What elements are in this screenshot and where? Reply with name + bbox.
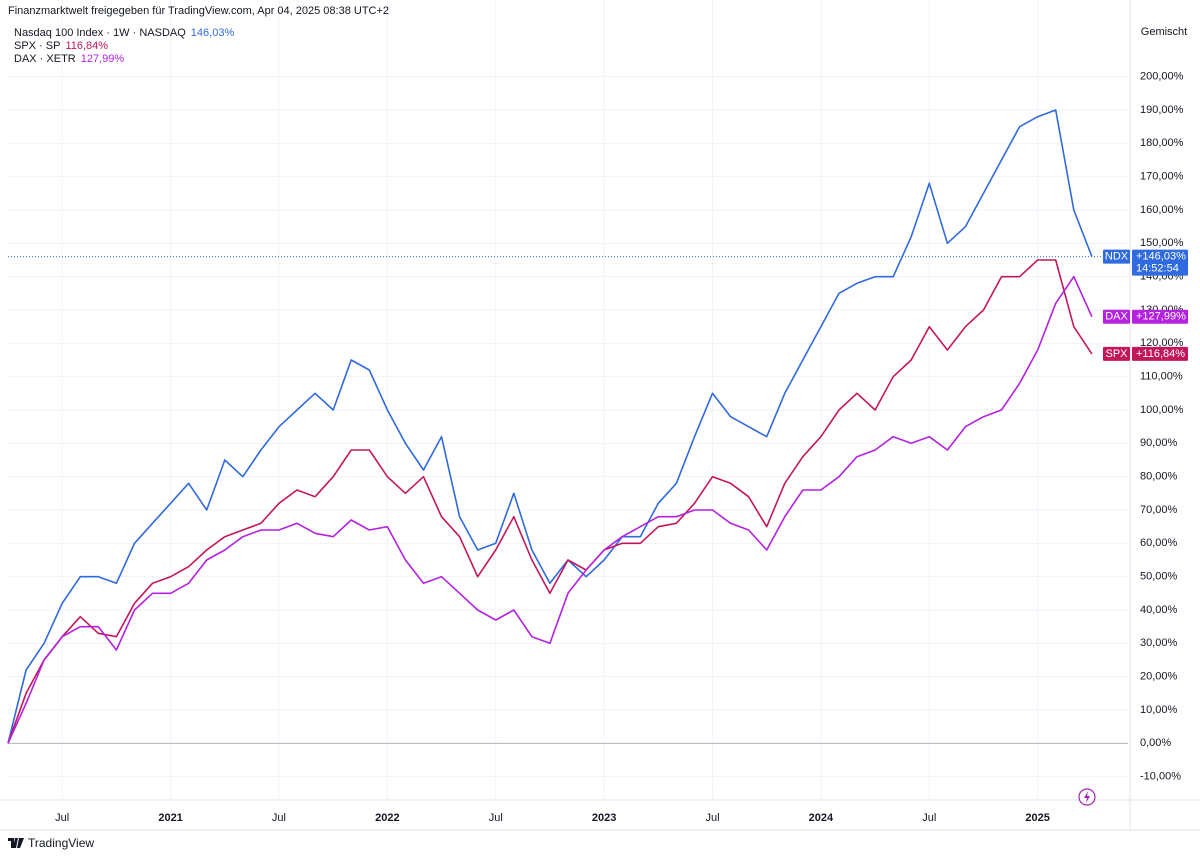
badge-name: DAX [1105,311,1128,323]
y-tick-label: 0,00% [1140,737,1171,749]
y-tick-label: 50,00% [1140,571,1178,583]
badge-name-bg [1103,249,1130,264]
y-tick-label: 160,00% [1140,204,1184,216]
price-badge: SPX +116,84% [1103,346,1188,361]
x-tick-label: 2025 [1025,812,1049,824]
x-tick-label: 2024 [809,812,834,824]
badge-value-bg [1132,309,1188,324]
y-tick-label: 60,00% [1140,537,1178,549]
y-tick-label: 30,00% [1140,637,1178,649]
x-tick-label: Jul [489,812,503,824]
price-badge: DAX +127,99% [1103,309,1188,324]
series-line [7,259,1093,744]
legend-name: SPX · SP [14,40,61,52]
x-tick-label: 2023 [592,812,616,824]
series-line [7,275,1093,744]
y-tick-label: 70,00% [1140,504,1178,516]
y-tick-label: 40,00% [1140,604,1178,616]
y-tick-label: 180,00% [1140,137,1184,149]
x-tick-label: Jul [922,812,936,824]
x-tick-label: Jul [55,812,69,824]
header: Finanzmarktwelt freigegeben für TradingV… [8,5,390,17]
x-tick-label: 2022 [375,812,399,824]
y-tick-label: 170,00% [1140,171,1184,183]
badge-name: NDX [1105,250,1129,262]
badge-value: +116,84% [1136,348,1185,360]
brand: TradingView [8,836,94,850]
x-tick-label: Jul [272,812,286,824]
y-tick-label: 10,00% [1140,704,1178,716]
badge-name-bg [1103,309,1130,324]
legend-value: 146,03% [190,27,235,39]
y-tick-label: 100,00% [1140,404,1184,416]
legend-name: DAX · XETR [14,53,76,65]
badge-value-bg [1132,346,1188,361]
badge-countdown: 14:52:54 [1136,262,1179,274]
y-tick-label: 120,00% [1140,337,1184,349]
y-tick-label: 110,00% [1140,371,1183,383]
legend-entry[interactable]: Nasdaq 100 Index · 1W · NASDAQ 146,03% [14,27,234,40]
brand-name: TradingView [28,836,95,850]
badge-value-bg [1132,249,1188,276]
legend-name: Nasdaq 100 Index · 1W · NASDAQ [14,27,186,39]
y-tick-label: -10,00% [1140,771,1181,783]
y-tick-label: 90,00% [1140,437,1178,449]
badge-value: +146,03% [1136,250,1186,262]
legend-entry[interactable]: SPX · SP 116,84% [14,40,234,53]
badge-name: SPX [1105,348,1128,360]
badge-name-bg [1103,346,1130,361]
y-tick-label: 150,00% [1140,237,1184,249]
price-badge: NDX +146,03%14:52:54 [1103,249,1188,276]
x-tick-label: 2021 [158,812,182,824]
scale-mode-button[interactable]: Gemischt [1134,22,1194,42]
y-tick-label: 200,00% [1140,71,1184,83]
alert-icon-bolt [1084,791,1090,803]
legend: Nasdaq 100 Index · 1W · NASDAQ 146,03% SPX… [14,27,234,66]
x-tick-label: Jul [705,812,719,824]
legend-entry[interactable]: DAX · XETR 127,99% [14,53,234,66]
y-tick-label: 80,00% [1140,471,1178,483]
alert-icon[interactable] [1078,788,1096,806]
legend-value: 127,99% [80,53,125,65]
y-tick-label: 20,00% [1140,671,1178,683]
legend-value: 116,84% [65,40,109,52]
brand-logo [8,838,24,848]
y-tick-label: 190,00% [1140,104,1184,116]
badge-value: +127,99% [1136,311,1186,323]
series-line [7,109,1093,744]
